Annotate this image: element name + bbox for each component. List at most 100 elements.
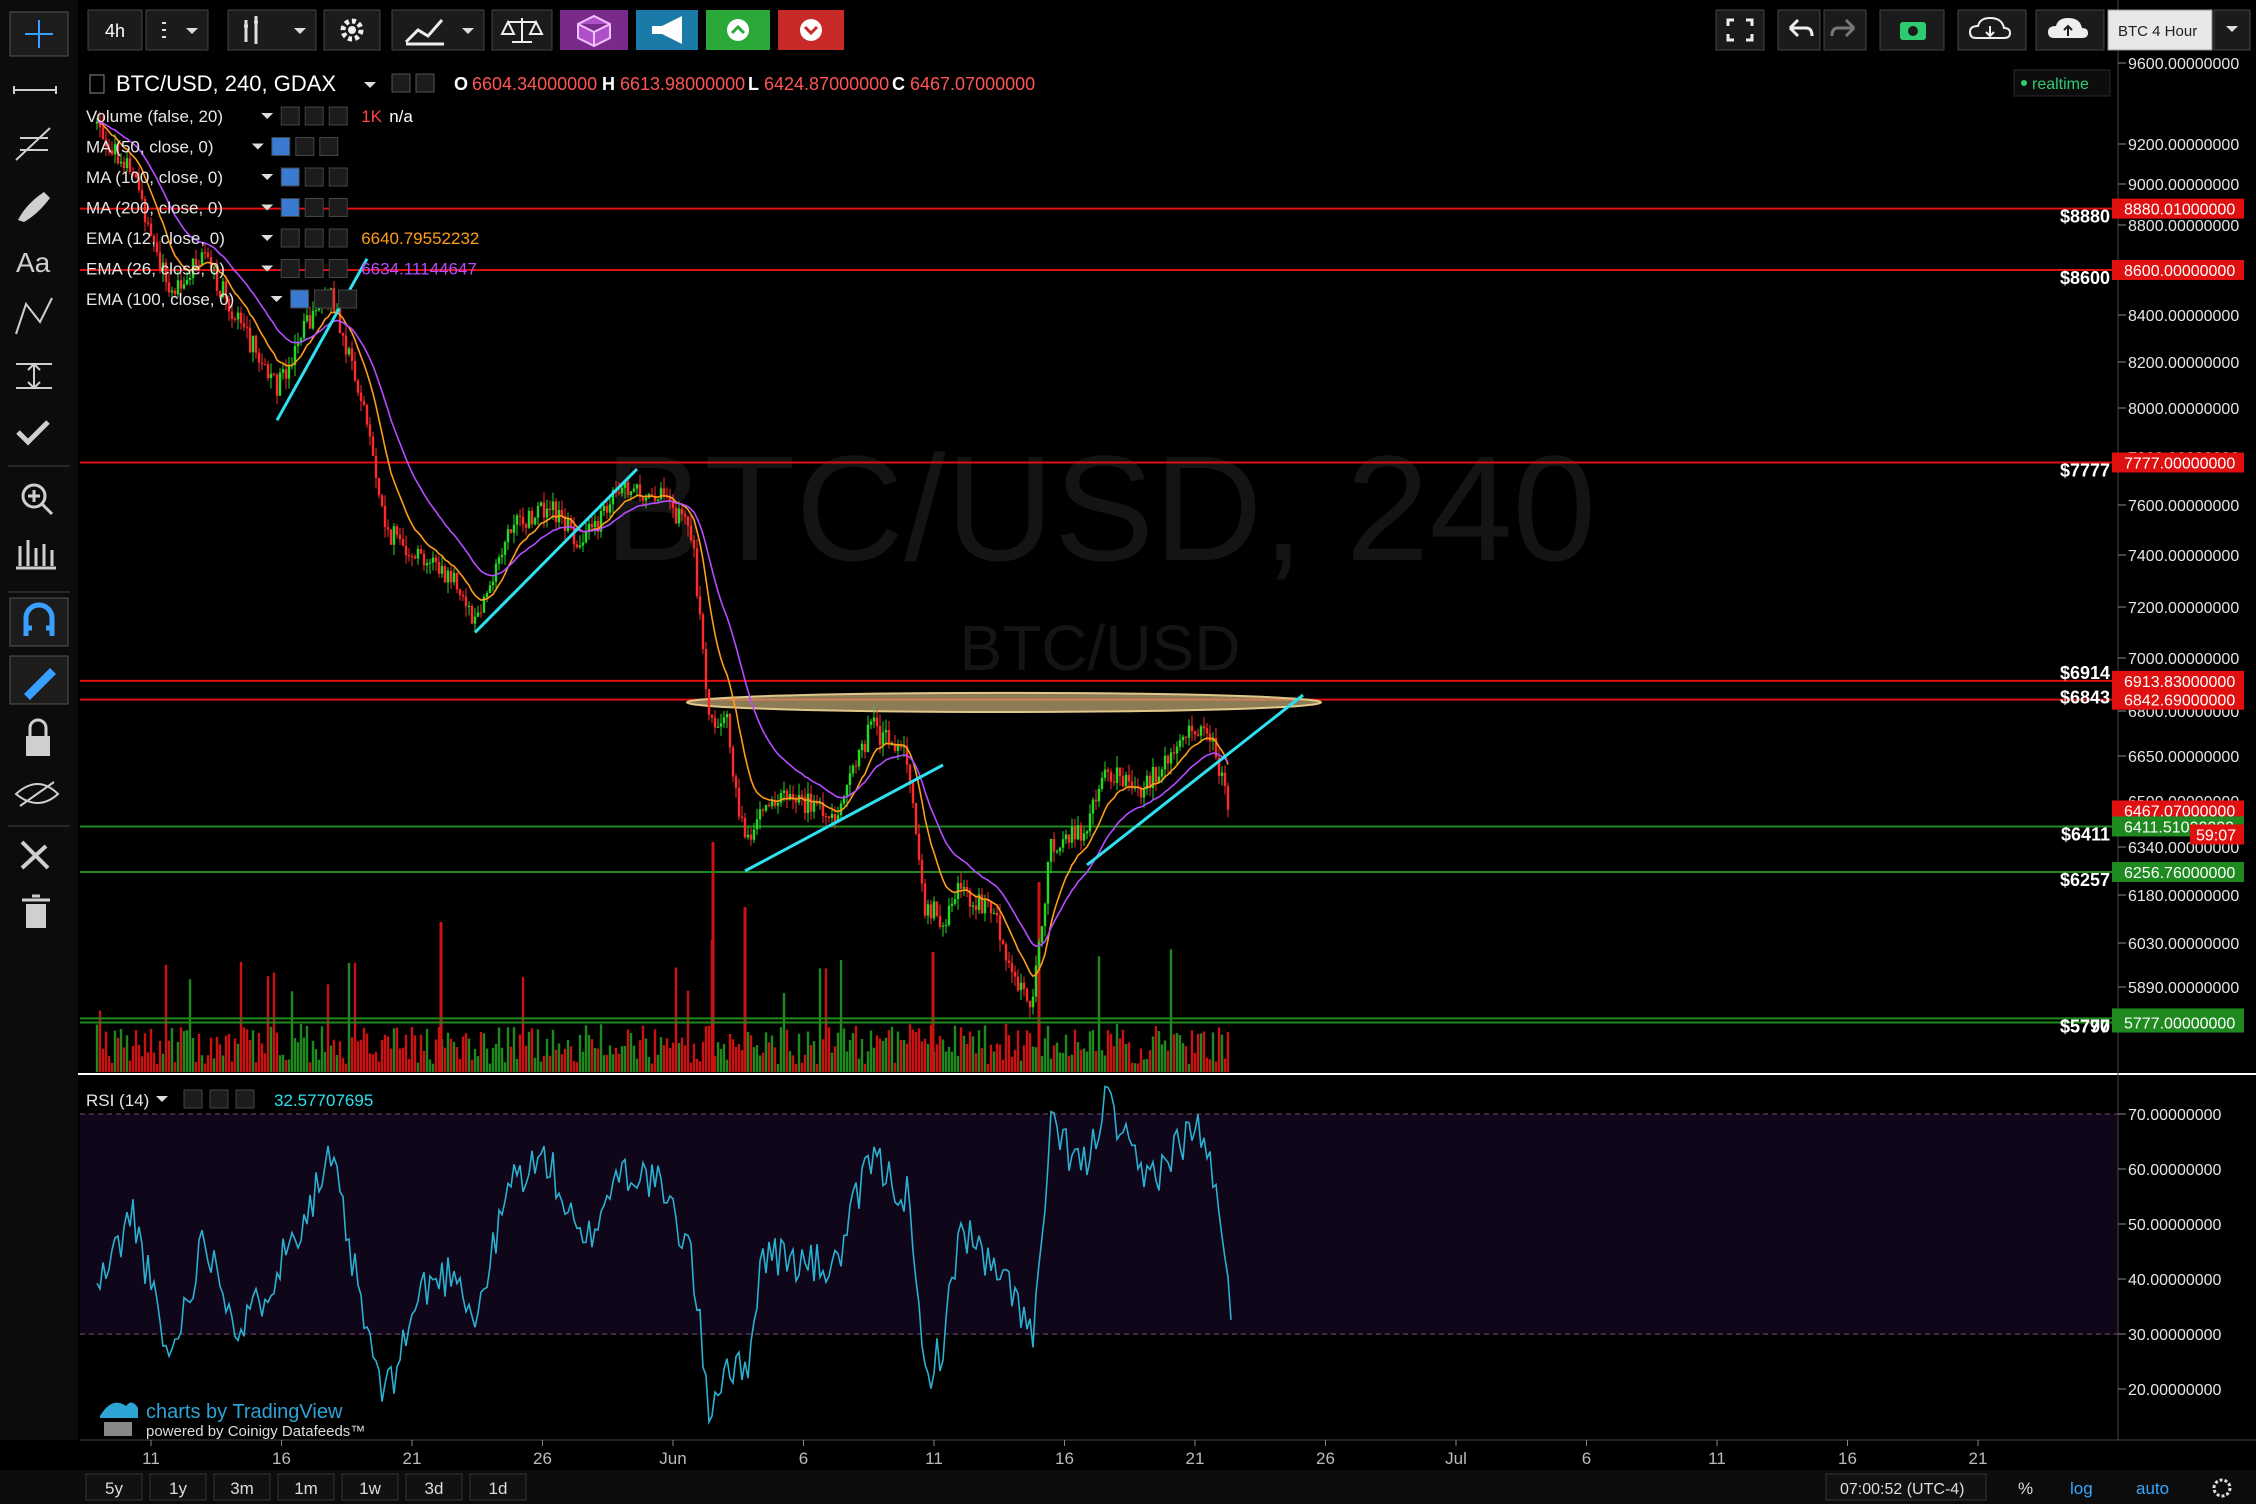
- text-tool[interactable]: Aa: [16, 247, 51, 278]
- study-visibility-icon[interactable]: [280, 198, 300, 217]
- save-button[interactable]: [2035, 9, 2105, 51]
- percent-toggle[interactable]: %: [2018, 1479, 2033, 1498]
- study-remove-icon[interactable]: [328, 259, 348, 278]
- study-row[interactable]: MA (200, close, 0): [86, 198, 348, 218]
- range-button[interactable]: 1d: [469, 1473, 527, 1501]
- trash-tool[interactable]: [22, 894, 50, 928]
- volume-bar: [722, 1043, 726, 1072]
- chart-style-button[interactable]: [227, 9, 317, 51]
- layout-selector[interactable]: BTC 4 Hour: [2107, 9, 2213, 51]
- fullscreen-button[interactable]: [1715, 9, 1765, 51]
- interval-menu-button[interactable]: [145, 9, 209, 51]
- study-settings-icon[interactable]: [304, 198, 324, 217]
- study-row[interactable]: EMA (12, close, 0) 6640.79552232: [86, 228, 479, 248]
- undo-button[interactable]: [1777, 9, 1821, 51]
- volume-bar: [194, 1061, 198, 1072]
- brush-tool[interactable]: [18, 192, 50, 222]
- study-settings-icon[interactable]: [295, 137, 315, 156]
- candle-body: [245, 327, 249, 329]
- check-tool[interactable]: [16, 420, 50, 446]
- settings-button[interactable]: [323, 9, 381, 51]
- rsi-settings-icon[interactable]: [209, 1089, 229, 1109]
- redo-button[interactable]: [1823, 9, 1867, 51]
- branding[interactable]: charts by TradingView powered by Coinigy…: [100, 1401, 365, 1440]
- interval-button[interactable]: 4h: [87, 9, 143, 51]
- study-row[interactable]: EMA (100, close, 0): [86, 289, 358, 309]
- zoom-tool[interactable]: [21, 483, 54, 516]
- study-remove-icon[interactable]: [338, 289, 358, 309]
- crosshair-tool[interactable]: [9, 11, 69, 57]
- snapshot-button[interactable]: [1879, 9, 1945, 51]
- alerts-button[interactable]: [636, 10, 698, 50]
- trendline[interactable]: [1086, 693, 1304, 867]
- chevron-down-icon[interactable]: [156, 1096, 168, 1102]
- study-remove-icon[interactable]: [328, 106, 348, 126]
- trendline[interactable]: [473, 467, 639, 634]
- hide-series-icon[interactable]: [391, 73, 411, 93]
- candle-body: [491, 581, 495, 586]
- study-remove-icon[interactable]: [328, 167, 348, 187]
- gear-icon[interactable]: [2212, 1478, 2232, 1498]
- line-icon: [13, 86, 57, 94]
- layout-menu-button[interactable]: [2213, 9, 2251, 51]
- study-remove-icon[interactable]: [319, 137, 339, 156]
- measure-tool[interactable]: [16, 362, 52, 390]
- load-button[interactable]: [1957, 9, 2027, 51]
- study-remove-icon[interactable]: [328, 228, 348, 248]
- settings-tool[interactable]: [20, 840, 50, 870]
- chevron-down-icon[interactable]: [364, 82, 376, 88]
- rsi-remove-icon[interactable]: [235, 1089, 255, 1109]
- study-visibility-icon[interactable]: [271, 137, 291, 156]
- resistance-ellipse[interactable]: [686, 691, 1322, 714]
- range-button[interactable]: 1m: [277, 1473, 335, 1501]
- volume-bar: [686, 990, 690, 1072]
- collapse-legend-icon[interactable]: [89, 74, 105, 94]
- study-settings-icon[interactable]: [304, 167, 324, 187]
- study-visibility-icon[interactable]: [280, 228, 300, 248]
- study-row[interactable]: Volume (false, 20) 1K n/a: [86, 106, 413, 126]
- volume-bar: [296, 1042, 300, 1072]
- range-button[interactable]: 5y: [85, 1473, 143, 1501]
- compare-button[interactable]: [491, 9, 553, 51]
- range-button[interactable]: 1y: [149, 1473, 207, 1501]
- series-settings-icon[interactable]: [415, 73, 435, 93]
- study-remove-icon[interactable]: [328, 198, 348, 217]
- coinigy-flag-icon: [104, 1422, 132, 1436]
- log-toggle[interactable]: log: [2070, 1479, 2093, 1498]
- trendline[interactable]: [275, 258, 369, 421]
- trendline[interactable]: [744, 763, 944, 873]
- hide-tool[interactable]: [14, 781, 60, 807]
- cube-button[interactable]: [560, 10, 628, 50]
- rsi-name[interactable]: RSI (14): [86, 1091, 149, 1110]
- range-button[interactable]: 1w: [341, 1473, 399, 1501]
- study-visibility-icon[interactable]: [280, 167, 300, 187]
- auto-toggle[interactable]: auto: [2136, 1479, 2169, 1498]
- indicators-button[interactable]: [391, 9, 485, 51]
- bars-tool[interactable]: [16, 540, 56, 570]
- magnet-tool[interactable]: [9, 597, 69, 647]
- stay-drawing-tool[interactable]: [9, 655, 69, 705]
- buy-button[interactable]: [706, 10, 770, 50]
- study-row[interactable]: MA (100, close, 0): [86, 167, 348, 187]
- pattern-tool[interactable]: [15, 297, 53, 335]
- sell-button[interactable]: [778, 10, 844, 50]
- study-settings-icon[interactable]: [304, 228, 324, 248]
- study-settings-icon[interactable]: [314, 289, 334, 309]
- study-visibility-icon[interactable]: [290, 289, 310, 309]
- study-row[interactable]: EMA (26, close, 0) 6634.11144647: [86, 259, 477, 279]
- range-button[interactable]: 3d: [405, 1473, 463, 1501]
- lock-tool[interactable]: [26, 718, 50, 756]
- symbol-title[interactable]: BTC/USD, 240, GDAX: [116, 71, 336, 96]
- range-button[interactable]: 3m: [213, 1473, 271, 1501]
- volume-bar: [191, 1037, 195, 1072]
- study-visibility-icon[interactable]: [280, 259, 300, 278]
- study-settings-icon[interactable]: [304, 259, 324, 278]
- study-row[interactable]: MA (50, close, 0): [86, 137, 339, 157]
- rsi-hide-icon[interactable]: [183, 1089, 203, 1109]
- study-visibility-icon[interactable]: [280, 106, 300, 126]
- fib-tool[interactable]: [15, 127, 51, 161]
- study-settings-icon[interactable]: [304, 106, 324, 126]
- candle-body: [773, 801, 777, 806]
- line-tool[interactable]: [13, 86, 57, 94]
